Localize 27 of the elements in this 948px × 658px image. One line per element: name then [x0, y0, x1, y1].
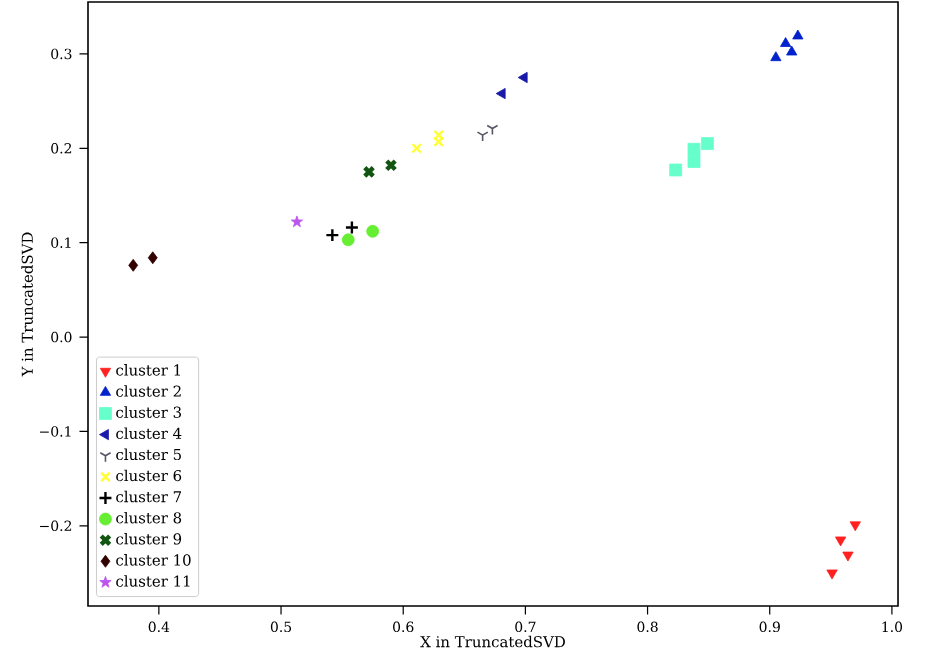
point — [792, 29, 804, 40]
point — [384, 158, 398, 172]
point — [835, 536, 847, 547]
point — [701, 137, 714, 150]
point — [687, 142, 701, 156]
point — [770, 51, 782, 62]
point — [486, 124, 499, 136]
point — [433, 129, 445, 141]
point — [325, 227, 340, 243]
point — [495, 87, 506, 100]
point — [362, 165, 376, 179]
point — [341, 233, 355, 247]
point — [786, 45, 798, 56]
point — [849, 521, 861, 532]
point — [780, 37, 792, 47]
point — [344, 220, 360, 235]
point — [842, 551, 854, 562]
point — [826, 569, 838, 580]
point — [411, 142, 423, 154]
point — [147, 251, 158, 265]
point — [128, 258, 139, 272]
point — [290, 215, 303, 228]
point — [366, 224, 380, 238]
point — [517, 71, 528, 84]
point — [669, 163, 683, 177]
point — [433, 136, 445, 148]
point — [687, 155, 701, 168]
